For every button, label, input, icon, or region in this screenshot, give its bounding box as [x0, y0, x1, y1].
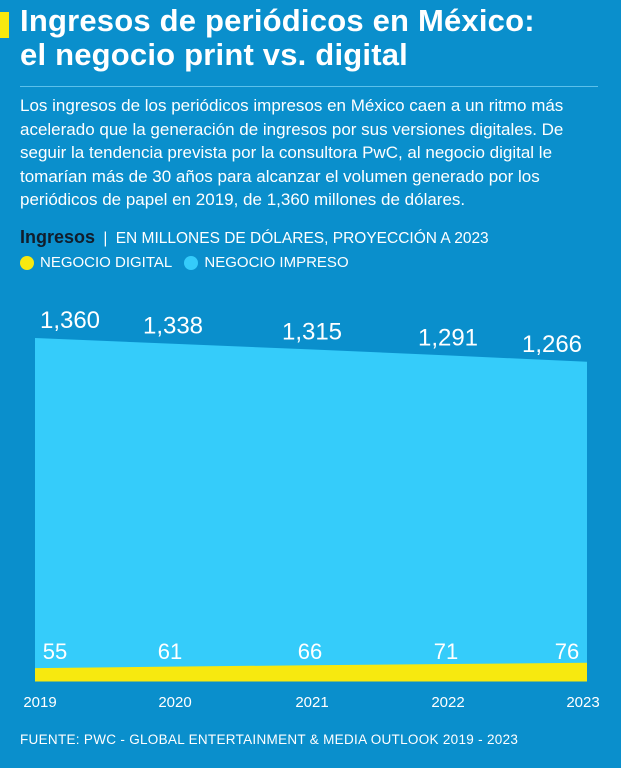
subtitle-unit: EN MILLONES DE DÓLARES, PROYECCIÓN A 202…: [115, 230, 489, 247]
data-label-impreso: 1,338: [143, 313, 203, 340]
data-label-digital: 66: [298, 639, 322, 664]
legend-dot-digital: [20, 255, 34, 270]
legend-item-impreso: NEGOCIO IMPRESO: [184, 254, 349, 271]
data-label-impreso: 1,291: [418, 325, 478, 352]
source-note: FUENTE: PWC - GLOBAL ENTERTAINMENT & MED…: [20, 732, 519, 747]
legend-label-impreso: NEGOCIO IMPRESO: [204, 254, 349, 271]
data-label-digital: 55: [43, 639, 67, 664]
series-area-digital: [35, 662, 587, 682]
x-tick-label: 2021: [295, 694, 328, 711]
title-line-1: Ingresos de periódicos en México:: [20, 3, 535, 38]
legend-label-digital: NEGOCIO DIGITAL: [40, 254, 173, 271]
data-label-impreso: 1,266: [522, 331, 582, 358]
legend-dot-impreso: [184, 255, 199, 270]
series-area-impreso: [35, 338, 587, 682]
x-tick-label: 2022: [431, 694, 464, 711]
x-tick-label: 2019: [23, 694, 56, 711]
data-label-digital: 61: [158, 639, 182, 664]
data-label-impreso: 1,360: [40, 307, 100, 334]
x-tick-label: 2023: [566, 694, 599, 711]
title-accent-bar: [0, 12, 9, 38]
title-line-2: el negocio print vs. digital: [20, 37, 408, 72]
data-label-digital: 71: [434, 639, 458, 664]
chart-legend: NEGOCIO DIGITAL NEGOCIO IMPRESO: [20, 254, 357, 274]
legend-item-digital: NEGOCIO DIGITAL: [20, 254, 172, 271]
subtitle-label: Ingresos: [20, 227, 96, 247]
chart-subtitle: Ingresos | EN MILLONES DE DÓLARES, PROYE…: [20, 227, 489, 248]
description-text: Los ingresos de los periódicos impresos …: [20, 96, 564, 209]
x-tick-label: 2020: [158, 694, 191, 711]
page-title: Ingresos de periódicos en México: el neg…: [20, 4, 610, 72]
title-divider: [20, 86, 598, 87]
data-label-digital: 76: [555, 639, 579, 664]
data-label-impreso: 1,315: [282, 318, 342, 345]
subtitle-separator: |: [103, 230, 108, 247]
